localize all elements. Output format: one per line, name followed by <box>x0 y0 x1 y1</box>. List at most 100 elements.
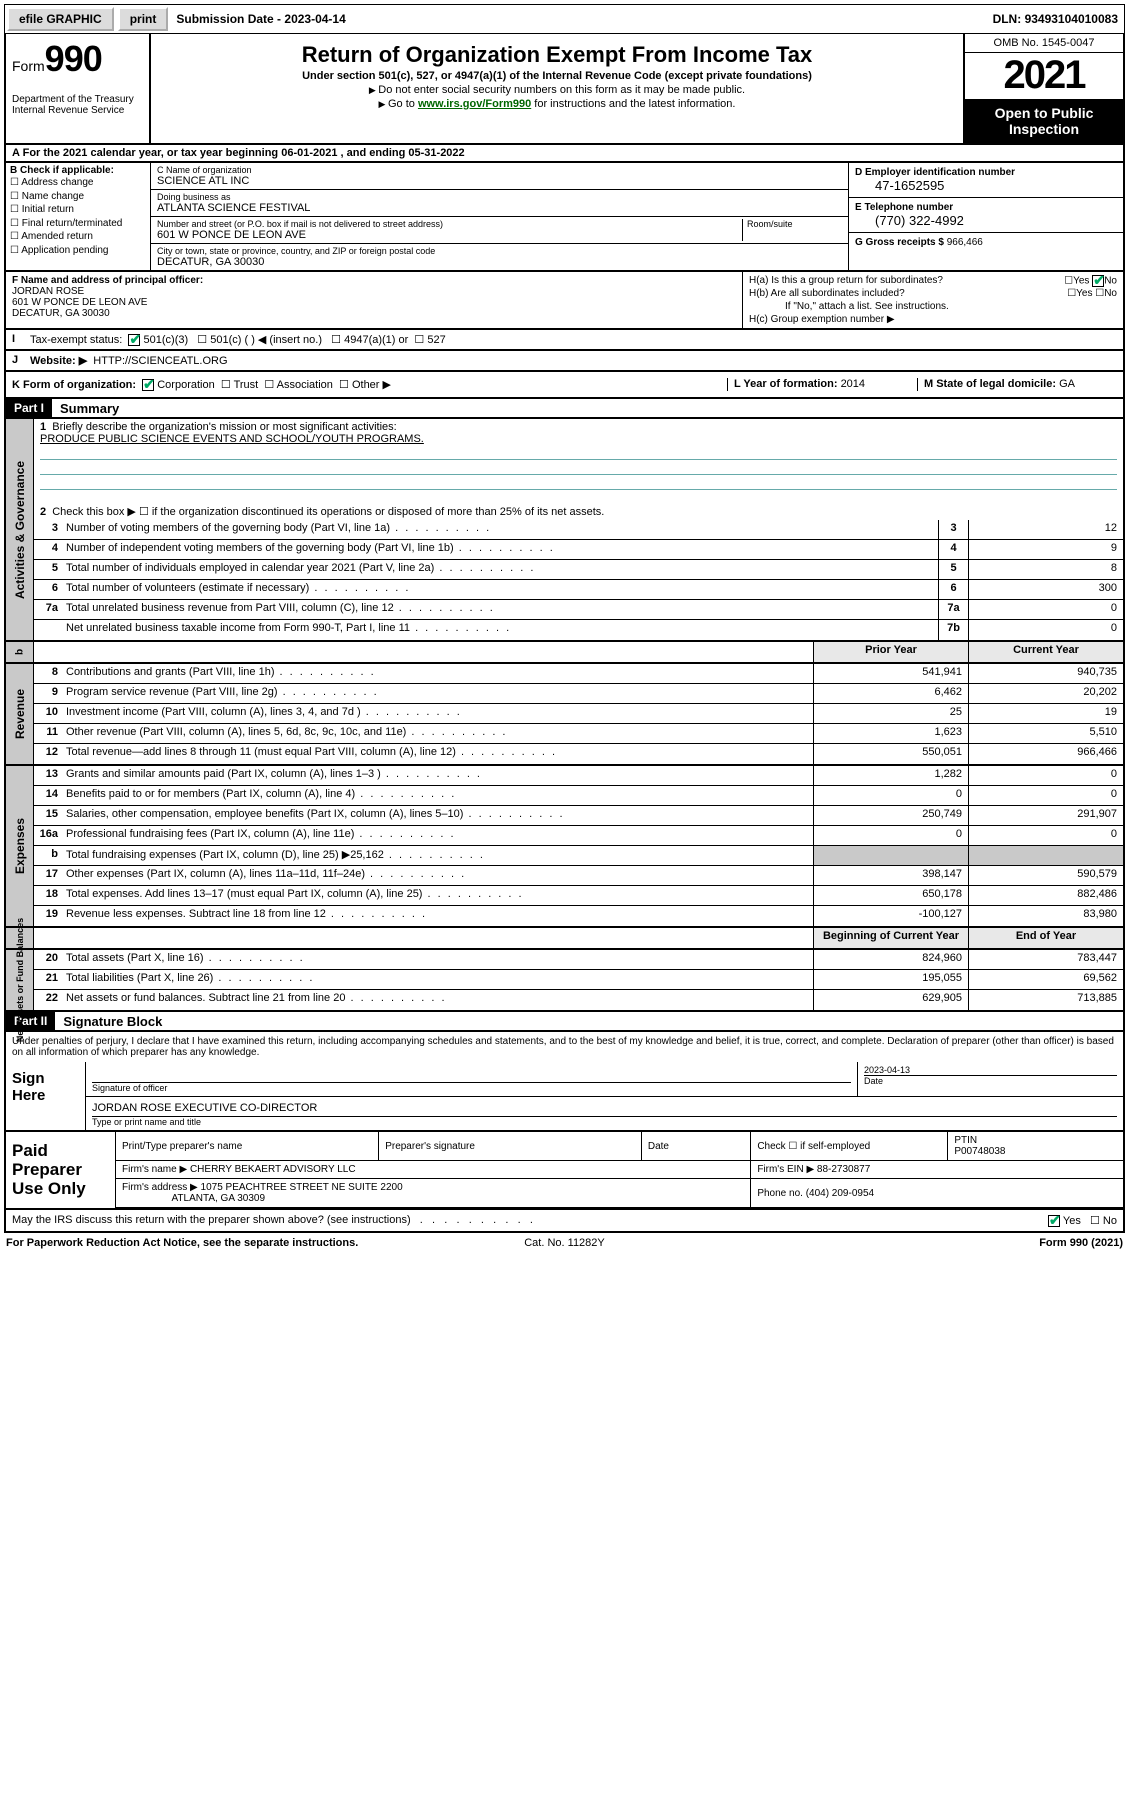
city: DECATUR, GA 30030 <box>157 256 842 268</box>
row-box: 6 <box>938 580 968 599</box>
row-num: 20 <box>34 950 62 969</box>
table-row: 5 Total number of individuals employed i… <box>34 560 1123 580</box>
chk-pending[interactable]: ☐ Application pending <box>10 244 146 258</box>
irs-yes[interactable] <box>1048 1215 1060 1227</box>
row-desc: Other revenue (Part VIII, column (A), li… <box>62 724 813 743</box>
gross: 966,466 <box>947 237 983 248</box>
row-num: 15 <box>34 806 62 825</box>
row-prior: 250,749 <box>813 806 968 825</box>
h-a-no-check[interactable] <box>1092 275 1104 287</box>
h-c: H(c) Group exemption number ▶ <box>749 313 1117 326</box>
gross-cap: G Gross receipts $ <box>855 237 947 248</box>
footer-left: For Paperwork Reduction Act Notice, see … <box>6 1237 378 1249</box>
opt-trust: Trust <box>234 379 259 391</box>
row-num: 10 <box>34 704 62 723</box>
table-row: 6 Total number of volunteers (estimate i… <box>34 580 1123 600</box>
footer-mid: Cat. No. 11282Y <box>378 1237 750 1249</box>
row-desc: Other expenses (Part IX, column (A), lin… <box>62 866 813 885</box>
gross-row: G Gross receipts $ 966,466 <box>849 233 1123 252</box>
row-num: 4 <box>34 540 62 559</box>
note-ssn-text: Do not enter social security numbers on … <box>378 84 745 96</box>
chk-address[interactable]: ☐ Address change <box>10 176 146 190</box>
name-cell: JORDAN ROSE EXECUTIVE CO-DIRECTOR Type o… <box>86 1097 1123 1130</box>
row-desc: Total expenses. Add lines 13–17 (must eq… <box>62 886 813 905</box>
h-a-yn: ☐Yes No <box>1064 275 1117 287</box>
mission-text: PRODUCE PUBLIC SCIENCE EVENTS AND SCHOOL… <box>40 433 424 445</box>
row-val: 0 <box>968 600 1123 619</box>
room-cap: Room/suite <box>747 219 842 229</box>
row-num: 21 <box>34 970 62 989</box>
line-2: 2 Check this box ▶ ☐ if the organization… <box>34 493 1123 520</box>
firm-ein: 88-2730877 <box>817 1164 870 1175</box>
period-end: 05-31-2022 <box>408 147 464 159</box>
row-desc: Revenue less expenses. Subtract line 18 … <box>62 906 813 926</box>
part2-tag: Part II <box>6 1012 55 1030</box>
chk-501c3[interactable] <box>128 334 140 346</box>
row-num: b <box>34 846 62 865</box>
block-bcd: B Check if applicable: ☐ Address change … <box>4 163 1125 272</box>
chk-initial[interactable]: ☐ Initial return <box>10 203 146 217</box>
hdr-tbl: Prior Year Current Year <box>34 642 1123 662</box>
table-row: 16a Professional fundraising fees (Part … <box>34 826 1123 846</box>
part2-title: Signature Block <box>55 1014 162 1029</box>
org-name: SCIENCE ATL INC <box>157 175 842 187</box>
irs-link[interactable]: www.irs.gov/Form990 <box>418 98 531 110</box>
chk-corp[interactable] <box>142 379 154 391</box>
chk-final[interactable]: ☐ Final return/terminated <box>10 217 146 231</box>
firm-ein-cell: Firm's EIN ▶ 88-2730877 <box>751 1161 1123 1179</box>
table-row: 15 Salaries, other compensation, employe… <box>34 806 1123 826</box>
row-curr: 966,466 <box>968 744 1123 764</box>
row-num: 8 <box>34 664 62 683</box>
paid-hdr-row: Print/Type preparer's name Preparer's si… <box>116 1132 1123 1161</box>
side-netassets: Net Assets or Fund Balances <box>6 950 34 1010</box>
table-row: 19 Revenue less expenses. Subtract line … <box>34 906 1123 926</box>
signature-block: Under penalties of perjury, I declare th… <box>4 1032 1125 1132</box>
l1-text: Briefly describe the organization's miss… <box>52 421 396 433</box>
k-label: K Form of organization: <box>12 379 136 391</box>
hdr-begin: Beginning of Current Year <box>813 928 968 948</box>
form-990: 990 <box>45 38 102 79</box>
street: 601 W PONCE DE LEON AVE <box>157 229 742 241</box>
officer-sig-line[interactable] <box>92 1065 851 1083</box>
row-curr: 83,980 <box>968 906 1123 926</box>
row-val: 9 <box>968 540 1123 559</box>
form-title: Return of Organization Exempt From Incom… <box>157 42 957 68</box>
row-prior: 824,960 <box>813 950 968 969</box>
print-button[interactable]: print <box>118 7 169 31</box>
chk-name[interactable]: ☐ Name change <box>10 190 146 204</box>
row-desc: Program service revenue (Part VIII, line… <box>62 684 813 703</box>
note-ssn: ▶ Do not enter social security numbers o… <box>157 84 957 96</box>
na-spacer <box>34 928 813 948</box>
page-footer: For Paperwork Reduction Act Notice, see … <box>4 1233 1125 1253</box>
line-1: 1 Briefly describe the organization's mi… <box>34 419 1123 493</box>
officer-print-name: JORDAN ROSE EXECUTIVE CO-DIRECTOR <box>92 1100 1117 1117</box>
row-curr: 20,202 <box>968 684 1123 703</box>
chk-amended[interactable]: ☐ Amended return <box>10 230 146 244</box>
h-b-note: If "No," attach a list. See instructions… <box>749 300 1117 313</box>
gov-table: 1 Briefly describe the organization's mi… <box>34 419 1123 640</box>
l2-text: Check this box ▶ ☐ if the organization d… <box>52 506 604 518</box>
date-cap: Date <box>864 1076 883 1086</box>
table-row: b Total fundraising expenses (Part IX, c… <box>34 846 1123 866</box>
sig-officer-cap: Signature of officer <box>92 1083 167 1093</box>
col-headers: Prior Year Current Year <box>34 642 1123 662</box>
row-box: 4 <box>938 540 968 559</box>
sign-row: Sign Here Signature of officer 2023-04-1… <box>6 1062 1123 1130</box>
na-col-headers: Beginning of Current Year End of Year <box>34 928 1123 948</box>
submission-date-label: Submission Date - <box>176 12 284 26</box>
dba-cap: Doing business as <box>157 192 842 202</box>
part1-tag: Part I <box>6 399 52 417</box>
org-name-cap: C Name of organization <box>157 165 842 175</box>
ein-cap: D Employer identification number <box>855 167 1015 178</box>
exp-table: 13 Grants and similar amounts paid (Part… <box>34 766 1123 926</box>
section-netassets: Net Assets or Fund Balances 20 Total ass… <box>4 950 1125 1012</box>
row-num: 16a <box>34 826 62 845</box>
table-row: 9 Program service revenue (Part VIII, li… <box>34 684 1123 704</box>
paid-preparer: Paid Preparer Use Only Print/Type prepar… <box>4 1132 1125 1210</box>
opt-4947: 4947(a)(1) or <box>344 334 408 346</box>
row-num: 18 <box>34 886 62 905</box>
efile-button[interactable]: efile GRAPHIC <box>7 7 114 31</box>
opt-501c: 501(c) ( ) ◀ (insert no.) <box>210 334 322 346</box>
hdr-prior: Prior Year <box>813 642 968 662</box>
chk-final-text: Final return/terminated <box>22 218 123 229</box>
